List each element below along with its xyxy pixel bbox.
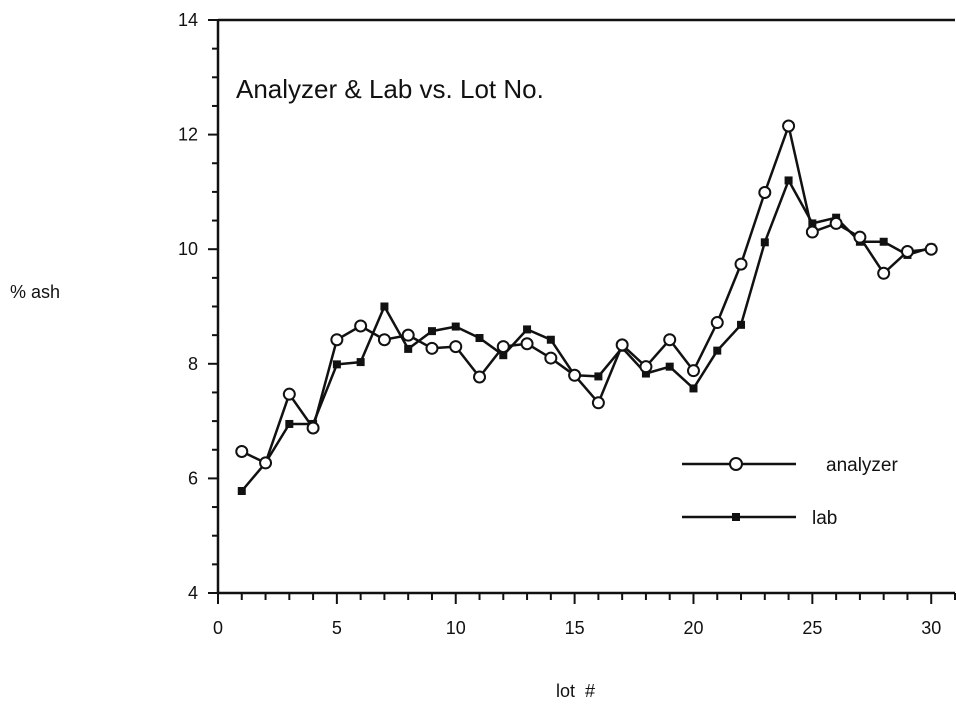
x-tick-label: 20 xyxy=(683,618,703,638)
point-analyzer xyxy=(663,333,677,347)
y-tick-label: 10 xyxy=(178,239,198,259)
point-lab xyxy=(499,351,508,360)
point-analyzer xyxy=(259,456,273,470)
series-line-analyzer xyxy=(241,124,932,465)
point-analyzer xyxy=(473,370,487,384)
x-tick-label: 0 xyxy=(213,618,223,638)
chart-title: Analyzer & Lab vs. Lot No. xyxy=(236,74,544,104)
point-lab xyxy=(641,369,650,378)
point-analyzer xyxy=(449,340,463,354)
point-lab xyxy=(546,335,555,344)
point-analyzer xyxy=(734,257,748,271)
point-lab xyxy=(689,384,698,393)
x-tick-label: 25 xyxy=(802,618,822,638)
point-lab xyxy=(332,360,341,369)
point-analyzer xyxy=(568,368,582,382)
point-lab xyxy=(713,346,722,355)
series-layer xyxy=(235,119,938,496)
point-analyzer xyxy=(615,338,629,352)
point-lab xyxy=(737,320,746,329)
point-lab xyxy=(523,325,532,334)
point-analyzer xyxy=(520,337,534,351)
point-analyzer xyxy=(425,341,439,355)
point-lab xyxy=(451,322,460,331)
point-lab xyxy=(356,358,365,367)
y-tick-label: 14 xyxy=(178,10,198,30)
y-tick-label: 4 xyxy=(188,583,198,603)
x-tick-label: 10 xyxy=(446,618,466,638)
legend: analyzer lab xyxy=(682,455,898,529)
series-lab xyxy=(237,176,936,496)
point-analyzer xyxy=(235,444,249,458)
point-lab xyxy=(404,344,413,353)
point-analyzer xyxy=(900,244,914,258)
point-lab xyxy=(760,238,769,247)
point-analyzer xyxy=(853,230,867,244)
point-analyzer xyxy=(330,333,344,347)
point-analyzer xyxy=(805,225,819,239)
x-tick-label: 5 xyxy=(332,618,342,638)
point-analyzer xyxy=(544,351,558,365)
axes: 4 6 8 10 12 14 0 5 10 15 20 25 30 xyxy=(178,10,956,638)
point-lab xyxy=(879,237,888,246)
point-lab xyxy=(665,362,674,371)
point-lab xyxy=(427,327,436,336)
point-lab xyxy=(784,176,793,185)
x-tick-label: 15 xyxy=(565,618,585,638)
x-axis-label: lot # xyxy=(556,681,595,701)
point-lab xyxy=(594,372,603,381)
point-analyzer xyxy=(591,396,605,410)
point-analyzer xyxy=(710,316,724,330)
y-axis-label: % ash xyxy=(10,282,60,302)
point-lab xyxy=(475,334,484,343)
point-analyzer xyxy=(782,119,796,133)
y-tick-label: 6 xyxy=(188,468,198,488)
point-analyzer xyxy=(282,387,296,401)
point-analyzer xyxy=(401,328,415,342)
point-lab xyxy=(380,302,389,311)
point-lab xyxy=(808,219,817,228)
point-analyzer xyxy=(924,242,938,256)
point-lab xyxy=(237,487,246,496)
legend-label-analyzer: analyzer xyxy=(826,455,898,476)
point-lab xyxy=(285,419,294,428)
x-tick-label: 30 xyxy=(921,618,941,638)
y-tick-label: 12 xyxy=(178,125,198,145)
legend-marker-lab xyxy=(732,513,740,521)
point-analyzer xyxy=(639,360,653,374)
point-analyzer xyxy=(686,364,700,378)
point-analyzer xyxy=(758,185,772,199)
series-analyzer xyxy=(235,119,938,470)
point-analyzer xyxy=(877,266,891,280)
point-analyzer xyxy=(496,340,510,354)
y-tick-label: 8 xyxy=(188,354,198,374)
point-analyzer xyxy=(829,216,843,230)
point-analyzer xyxy=(306,421,320,435)
legend-marker-analyzer xyxy=(729,457,743,471)
point-analyzer xyxy=(377,333,391,347)
point-analyzer xyxy=(354,319,368,333)
legend-label-lab: lab xyxy=(812,508,837,529)
